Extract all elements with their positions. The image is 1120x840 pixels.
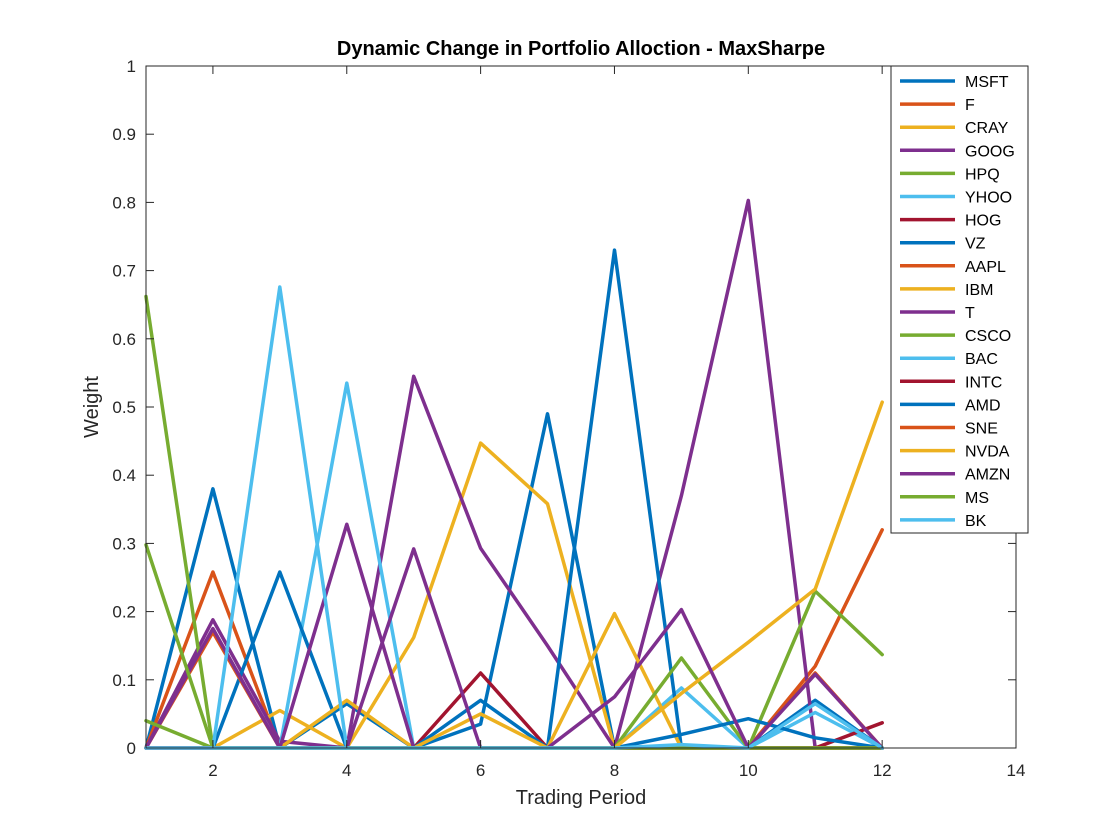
legend-entry-goog: GOOG: [900, 143, 1015, 160]
legend-entry-amzn: AMZN: [900, 467, 1010, 484]
legend-label: CRAY: [965, 120, 1009, 137]
legend-entry-ibm: IBM: [900, 282, 993, 299]
legend-label: HPQ: [965, 166, 1000, 183]
series-line-goog: [144, 198, 884, 750]
legend-label: MSFT: [965, 74, 1009, 91]
x-tick-label: 4: [342, 761, 351, 780]
y-tick-label: 0.6: [112, 330, 136, 349]
y-tick-label: 0.2: [112, 603, 136, 622]
legend: MSFT F CRAY GOOG HPQ YHOO HOG VZ AAPL IBM T CSCO BAC…: [890, 65, 1029, 534]
legend-label: T: [965, 305, 975, 322]
y-tick-label: 0: [127, 739, 136, 758]
legend-entry-ms: MS: [900, 490, 989, 507]
y-tick-label: 0.3: [112, 534, 136, 553]
legend-label: AMZN: [965, 467, 1010, 484]
legend-entry-amd: AMD: [900, 397, 1001, 414]
y-tick-label: 0.4: [112, 466, 136, 485]
legend-label: YHOO: [965, 190, 1012, 207]
x-tick-label: 10: [739, 761, 758, 780]
y-tick-label: 0.7: [112, 262, 136, 281]
y-tick-label: 0.5: [112, 398, 136, 417]
legend-label: GOOG: [965, 143, 1015, 160]
legend-entry-f: F: [900, 97, 975, 114]
x-tick-label: 8: [610, 761, 619, 780]
legend-label: INTC: [965, 374, 1002, 391]
x-axis-label: Trading Period: [516, 787, 646, 809]
legend-entry-cray: CRAY: [900, 120, 1009, 137]
legend-entry-t: T: [900, 305, 975, 322]
legend-label: BAC: [965, 351, 998, 368]
legend-entry-hpq: HPQ: [900, 166, 1000, 183]
chart-title: Dynamic Change in Portfolio Alloction - …: [337, 38, 825, 60]
legend-entry-aapl: AAPL: [900, 259, 1006, 276]
legend-label: IBM: [965, 282, 993, 299]
legend-entry-bk: BK: [900, 513, 987, 530]
legend-entry-bac: BAC: [900, 351, 998, 368]
legend-label: SNE: [965, 421, 998, 438]
legend-label: BK: [965, 513, 987, 530]
legend-entry-yhoo: YHOO: [900, 190, 1012, 207]
y-axis: 0 0.1 0.2 0.3 0.4 0.5 0.6 0.7 0.8 0.9 1: [112, 57, 1016, 758]
legend-label: HOG: [965, 213, 1001, 230]
y-tick-label: 0.8: [112, 193, 136, 212]
legend-label: VZ: [965, 236, 986, 253]
x-tick-label: 14: [1007, 761, 1026, 780]
plot-area: [146, 66, 1016, 748]
legend-label: AMD: [965, 397, 1001, 414]
legend-entry-msft: MSFT: [900, 74, 1009, 91]
legend-label: MS: [965, 490, 989, 507]
y-tick-label: 0.9: [112, 125, 136, 144]
x-tick-label: 12: [873, 761, 892, 780]
x-tick-label: 6: [476, 761, 485, 780]
legend-entry-csco: CSCO: [900, 328, 1011, 345]
y-tick-label: 0.1: [112, 671, 136, 690]
legend-label: F: [965, 97, 975, 114]
legend-label: NVDA: [965, 444, 1010, 461]
x-tick-label: 2: [208, 761, 217, 780]
legend-label: AAPL: [965, 259, 1006, 276]
x-axis: 2 4 6 8 10 12 14: [208, 66, 1025, 780]
legend-label: CSCO: [965, 328, 1011, 345]
legend-entry-nvda: NVDA: [900, 444, 1010, 461]
legend-entry-intc: INTC: [900, 374, 1002, 391]
legend-box: [890, 65, 1029, 534]
legend-entry-sne: SNE: [900, 421, 998, 438]
legend-entry-vz: VZ: [900, 236, 986, 253]
legend-entry-hog: HOG: [900, 213, 1001, 230]
y-tick-label: 1: [127, 57, 136, 76]
y-axis-label: Weight: [81, 376, 103, 438]
